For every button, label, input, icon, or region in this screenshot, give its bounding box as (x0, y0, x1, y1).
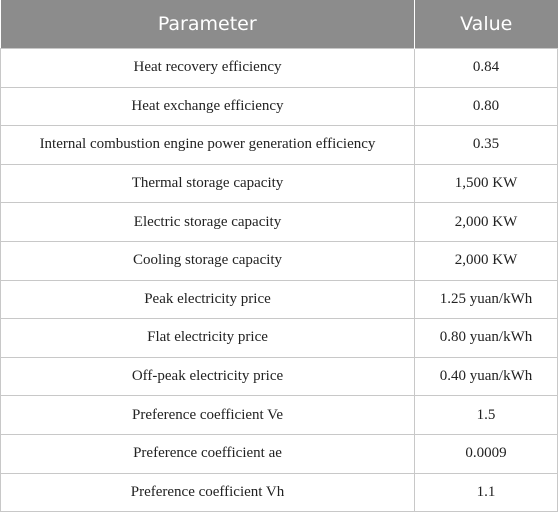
parameter-cell: Internal combustion engine power generat… (0, 125, 415, 165)
parameter-cell: Heat recovery efficiency (0, 48, 415, 88)
value-cell: 0.0009 (414, 433, 558, 474)
parameter-cell: Heat exchange efficiency (0, 86, 415, 127)
table-row: Preference coefficient Vh 1.1 (0, 472, 558, 512)
value-cell: 0.80 yuan/kWh (414, 318, 558, 358)
parameter-cell: Off-peak electricity price (0, 356, 415, 397)
table-row: Heat exchange efficiency 0.80 (0, 86, 558, 127)
parameter-cell: Preference coefficient Vh (0, 472, 415, 512)
column-header-value: Value (414, 0, 558, 49)
column-header-parameter: Parameter (0, 0, 415, 49)
table-row: Heat recovery efficiency 0.84 (0, 48, 558, 88)
value-cell: 0.80 (414, 86, 558, 127)
table-body: Heat recovery efficiency 0.84 Heat excha… (0, 48, 558, 512)
parameter-cell: Electric storage capacity (0, 202, 415, 242)
parameter-cell: Cooling storage capacity (0, 240, 415, 281)
parameter-cell: Preference coefficient Ve (0, 395, 415, 435)
value-cell: 1.1 (414, 472, 558, 512)
value-cell: 0.84 (414, 48, 558, 88)
header-row: Parameter Value (0, 0, 558, 49)
table-row: Electric storage capacity 2,000 KW (0, 202, 558, 242)
table-row: Off-peak electricity price 0.40 yuan/kWh (0, 356, 558, 397)
value-cell: 1,500 KW (414, 163, 558, 204)
table-row: Preference coefficient ae 0.0009 (0, 433, 558, 474)
parameter-cell: Preference coefficient ae (0, 433, 415, 474)
value-cell: 1.5 (414, 395, 558, 435)
parameter-cell: Flat electricity price (0, 318, 415, 358)
parameter-cell: Thermal storage capacity (0, 163, 415, 204)
table-row: Cooling storage capacity 2,000 KW (0, 240, 558, 281)
table-row: Internal combustion engine power generat… (0, 125, 558, 165)
table-row: Preference coefficient Ve 1.5 (0, 395, 558, 435)
parameter-cell: Peak electricity price (0, 279, 415, 320)
value-cell: 1.25 yuan/kWh (414, 279, 558, 320)
table-row: Flat electricity price 0.80 yuan/kWh (0, 318, 558, 358)
value-cell: 2,000 KW (414, 202, 558, 242)
table-row: Peak electricity price 1.25 yuan/kWh (0, 279, 558, 320)
value-cell: 0.35 (414, 125, 558, 165)
value-cell: 0.40 yuan/kWh (414, 356, 558, 397)
value-cell: 2,000 KW (414, 240, 558, 281)
table-row: Thermal storage capacity 1,500 KW (0, 163, 558, 204)
table-header: Parameter Value (0, 0, 558, 49)
